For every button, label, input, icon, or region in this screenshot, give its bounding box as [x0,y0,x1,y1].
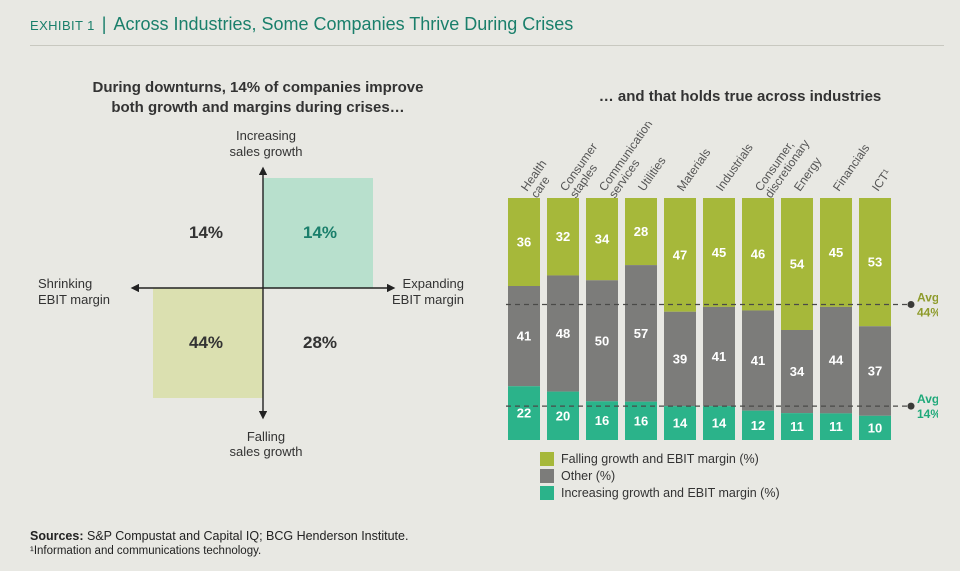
category-label: Materials [674,146,713,194]
bar-seg-label-other: 41 [712,349,726,364]
bar-seg-label-increasing: 12 [751,418,765,433]
bar-seg-label-other: 41 [517,329,531,344]
exhibit-title: Across Industries, Some Companies Thrive… [113,14,573,34]
bar-seg-label-other: 39 [673,351,687,366]
bar-seg-label-increasing: 22 [517,406,531,421]
bar-seg-label-increasing: 14 [712,416,727,431]
bar-seg-label-falling: 36 [517,235,531,250]
sources-label: Sources: [30,529,84,543]
quadrant-top-left-value: 14% [189,223,223,242]
bar-seg-label-increasing: 11 [790,419,804,434]
avg-dot-falling [908,301,915,308]
bar-seg-label-increasing: 11 [829,419,843,434]
left-subtitle: During downturns, 14% of companies impro… [88,78,428,119]
legend-label-falling: Falling growth and EBIT margin (%) [561,452,759,466]
bar-seg-label-falling: 28 [634,224,648,239]
legend-item-falling: Falling growth and EBIT margin (%) [540,452,780,466]
bar-seg-label-other: 34 [790,364,805,379]
bar-seg-label-increasing: 20 [556,408,570,423]
bar-seg-label-other: 37 [868,364,882,379]
stacked-bar-svg: 36 41 22 Healthcare 32 48 20 Consumerstaples 34 5… [498,122,938,452]
axis-label-top: Increasing sales growth [206,128,326,159]
avg-label-value-increasing: 14% [917,407,938,421]
bar-seg-label-increasing: 16 [595,413,609,428]
bar-seg-label-falling: 34 [595,232,610,247]
category-label: Industrials [713,141,756,194]
bar-seg-label-falling: 46 [751,247,765,262]
bar-seg-label-other: 41 [751,353,765,368]
bar-seg-label-falling: 45 [712,245,726,260]
bar-seg-label-falling: 47 [673,247,687,262]
quadrant-bottom-right-value: 28% [303,333,337,352]
bar-seg-label-falling: 32 [556,229,570,244]
bar-seg-label-falling: 45 [829,245,843,260]
quadrant-bottom-left-value: 44% [189,333,223,352]
bar-seg-label-increasing: 14 [673,416,688,431]
legend-label-other: Other (%) [561,469,615,483]
exhibit-label: EXHIBIT 1 [30,18,95,33]
category-label: ICT¹ [869,167,894,194]
bar-seg-label-falling: 54 [790,257,805,272]
swatch-increasing [540,486,554,500]
right-subtitle: … and that holds true across industries [560,88,920,105]
bar-seg-label-other: 57 [634,326,648,341]
left-subtitle-l1: During downturns, 14% of companies impro… [93,79,424,96]
legend: Falling growth and EBIT margin (%) Other… [540,452,780,503]
bar-seg-label-other: 50 [595,333,609,348]
exhibit-title-sep: | [97,14,112,34]
category-label: Financials [830,141,872,193]
footnote: ¹Information and communications technolo… [30,545,408,557]
category-label: Utilities [635,154,669,194]
bar-seg-label-increasing: 10 [868,420,882,435]
legend-item-other: Other (%) [540,469,780,483]
axis-label-bottom: Falling sales growth [206,429,326,460]
exhibit-header: EXHIBIT 1 | Across Industries, Some Comp… [30,14,944,46]
swatch-other [540,469,554,483]
avg-label-prefix-increasing: Avg. [917,392,938,406]
left-subtitle-l2: both growth and margins during crises… [111,99,404,116]
category-label: Healthcare [518,157,559,200]
avg-dot-increasing [908,403,915,410]
swatch-falling [540,452,554,466]
legend-label-increasing: Increasing growth and EBIT margin (%) [561,486,780,500]
avg-label-value-falling: 44% [917,305,938,319]
sources-text: S&P Compustat and Capital IQ; BCG Hender… [87,529,408,543]
bar-seg-label-falling: 53 [868,255,882,270]
bar-seg-label-other: 48 [556,326,570,341]
bar-seg-label-increasing: 16 [634,413,648,428]
quadrant-chart: Increasing sales growth Falling sales gr… [56,128,456,458]
category-label: Consumerstaples [557,140,610,200]
quadrant-top-right-value: 14% [303,223,337,242]
avg-label-prefix-falling: Avg. [917,290,938,304]
bar-seg-label-other: 44 [829,353,844,368]
legend-item-increasing: Increasing growth and EBIT margin (%) [540,486,780,500]
sources-block: Sources: S&P Compustat and Capital IQ; B… [30,529,408,557]
stacked-bar-chart: 36 41 22 Healthcare 32 48 20 Consumerstaples 34 5… [498,122,938,452]
quadrant-svg: 14% 14% 44% 28% [116,162,410,426]
